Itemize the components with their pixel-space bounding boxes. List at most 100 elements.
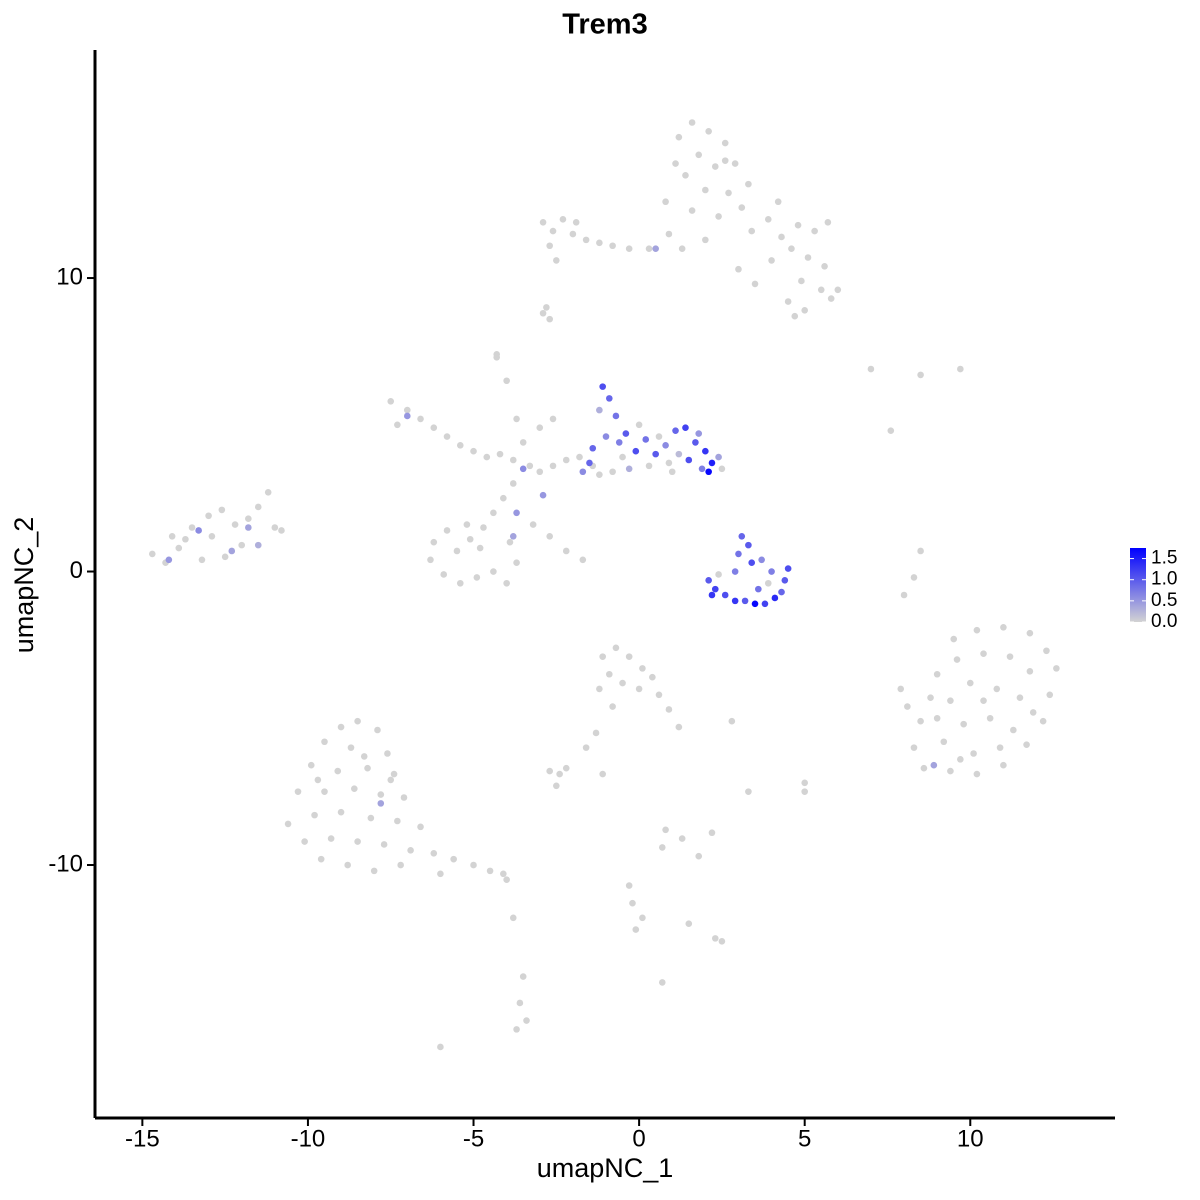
point bbox=[208, 533, 216, 540]
point bbox=[996, 744, 1004, 751]
point bbox=[748, 227, 756, 235]
point bbox=[682, 172, 689, 179]
point bbox=[377, 800, 385, 807]
point bbox=[745, 788, 752, 795]
point bbox=[539, 309, 547, 317]
point bbox=[427, 556, 434, 564]
point bbox=[562, 456, 570, 464]
point bbox=[539, 218, 547, 226]
point bbox=[549, 462, 557, 470]
point bbox=[417, 823, 424, 831]
point bbox=[228, 547, 236, 555]
point bbox=[430, 424, 438, 432]
point bbox=[175, 544, 183, 552]
point bbox=[387, 398, 395, 405]
point bbox=[794, 221, 802, 229]
point bbox=[1016, 694, 1024, 702]
point bbox=[572, 218, 580, 226]
point bbox=[519, 973, 527, 980]
point bbox=[609, 242, 616, 250]
point bbox=[715, 213, 722, 220]
point bbox=[403, 412, 411, 420]
point bbox=[645, 245, 653, 252]
point bbox=[384, 750, 391, 757]
point bbox=[705, 127, 712, 135]
point bbox=[745, 541, 752, 549]
x-axis-label: umapNC_1 bbox=[537, 1153, 674, 1183]
point bbox=[354, 717, 361, 725]
point bbox=[1006, 653, 1014, 660]
point bbox=[351, 785, 358, 793]
point bbox=[748, 559, 756, 567]
point bbox=[867, 365, 875, 373]
point bbox=[509, 914, 517, 922]
point bbox=[801, 788, 808, 795]
point bbox=[947, 767, 954, 775]
y-tick-label: -10 bbox=[48, 850, 83, 877]
point bbox=[609, 703, 616, 710]
point bbox=[811, 227, 818, 235]
point bbox=[708, 459, 716, 467]
point bbox=[602, 433, 610, 440]
point bbox=[774, 198, 782, 206]
point bbox=[804, 254, 812, 261]
point bbox=[513, 1026, 520, 1033]
point bbox=[658, 844, 666, 851]
point bbox=[284, 820, 292, 828]
point bbox=[672, 160, 679, 167]
point bbox=[705, 468, 712, 476]
point bbox=[546, 242, 553, 250]
point bbox=[768, 257, 775, 264]
point bbox=[672, 427, 679, 434]
point bbox=[443, 527, 451, 534]
point bbox=[980, 650, 987, 658]
colorbar bbox=[1130, 548, 1146, 622]
point bbox=[536, 468, 544, 476]
point bbox=[910, 744, 918, 751]
point bbox=[834, 286, 842, 294]
point bbox=[586, 459, 593, 467]
point bbox=[781, 577, 789, 584]
point bbox=[440, 571, 448, 578]
point bbox=[731, 597, 739, 605]
point bbox=[1029, 709, 1037, 716]
point bbox=[721, 157, 729, 164]
point bbox=[553, 782, 560, 790]
point bbox=[231, 521, 239, 528]
point bbox=[745, 180, 752, 188]
point bbox=[731, 160, 739, 167]
point bbox=[695, 430, 703, 437]
point bbox=[1026, 668, 1034, 675]
point bbox=[957, 756, 964, 763]
point bbox=[337, 723, 345, 731]
point bbox=[480, 524, 487, 531]
point bbox=[900, 591, 908, 599]
point bbox=[755, 585, 762, 593]
point bbox=[519, 439, 527, 446]
point bbox=[947, 697, 954, 704]
point bbox=[784, 565, 792, 572]
point bbox=[652, 450, 659, 458]
point bbox=[503, 876, 510, 883]
point bbox=[1000, 623, 1007, 631]
point bbox=[887, 427, 895, 434]
point bbox=[1053, 665, 1060, 672]
point bbox=[917, 371, 924, 379]
point bbox=[264, 488, 272, 496]
point bbox=[543, 304, 550, 311]
point bbox=[993, 685, 1001, 693]
point bbox=[549, 227, 557, 235]
point bbox=[526, 462, 534, 470]
point bbox=[1000, 761, 1007, 769]
point bbox=[695, 151, 703, 159]
point bbox=[718, 465, 726, 473]
point bbox=[509, 456, 517, 464]
point bbox=[625, 882, 633, 889]
point bbox=[957, 365, 964, 373]
point bbox=[639, 665, 646, 672]
point bbox=[529, 521, 537, 528]
point bbox=[463, 521, 471, 528]
point bbox=[367, 814, 375, 822]
point bbox=[702, 186, 709, 194]
point bbox=[1043, 647, 1050, 655]
